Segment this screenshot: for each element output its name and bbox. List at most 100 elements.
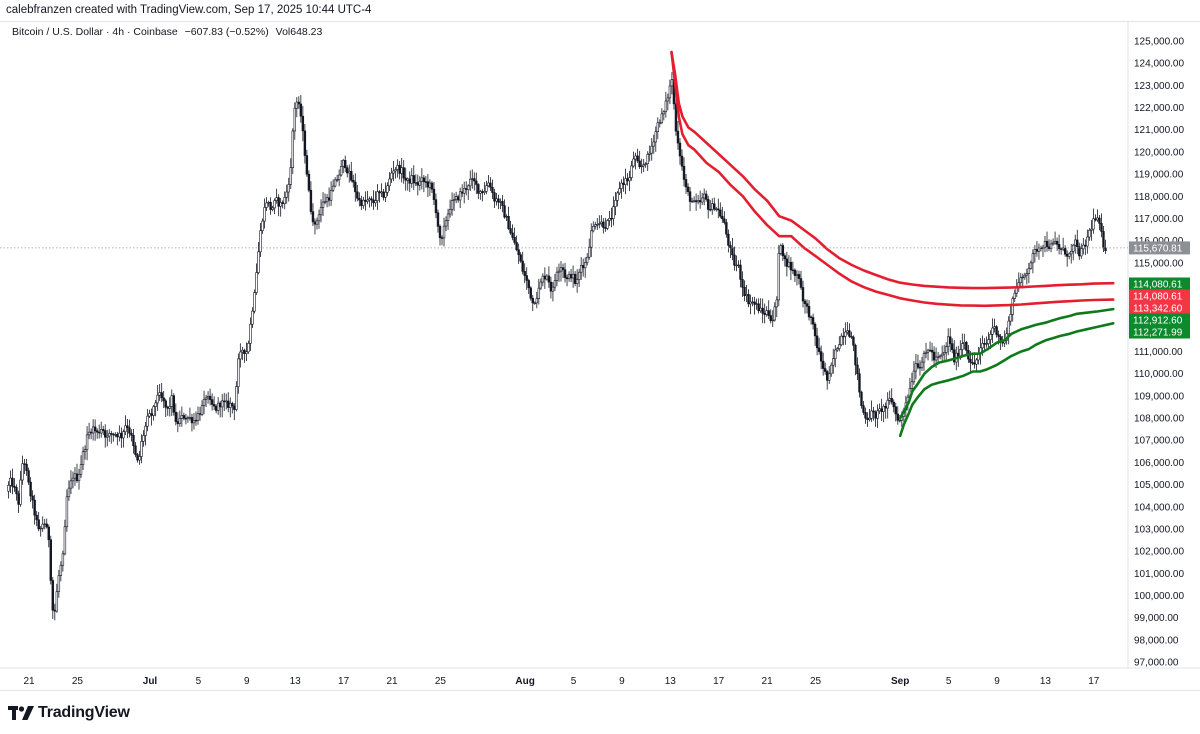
candle-body [311,211,315,223]
candle-body [35,514,38,521]
candle-body [878,408,881,412]
candle-body [1053,240,1057,244]
candle-body [614,199,617,207]
candle-body [110,433,113,435]
candle-body [618,188,621,194]
candle-body [31,495,34,501]
candle-body [924,351,928,354]
candle-body [386,185,389,193]
candle-body [400,167,403,174]
candle-body [396,164,399,170]
candle-body [1080,248,1083,257]
last-price-tag-text: 115,670.81 [1133,243,1183,254]
candle-body [438,226,442,238]
green-band-tag-text: 112,912.60 [1133,316,1183,327]
candle-body [346,167,349,174]
candle-body [1033,249,1037,254]
y-tick-label: 122,000.00 [1134,103,1184,114]
y-tick-label: 100,000.00 [1134,591,1184,602]
last-price-tag: 115,670.81 [1129,241,1190,255]
candle-body [1025,273,1029,276]
symbol-label: Bitcoin / U.S. Dollar · 4h · Coinbase [12,26,178,38]
candle-body [791,269,795,272]
candle-body [225,400,228,403]
candle-body [632,158,635,167]
candle-body [87,431,91,436]
candle-body [269,201,272,210]
candle-body [563,269,567,278]
candle-body [910,381,914,389]
candle-body [739,264,742,280]
candle-body [21,463,24,481]
candle-body [840,335,843,346]
candle-body [549,281,553,292]
candle-body [43,523,46,526]
tradingview-logo-text: TradingView [38,704,130,721]
candle-body [799,278,803,288]
candle-body [674,103,678,132]
candle-body [604,227,607,229]
chart[interactable]: 97,000.00 98,000.00 99,000.00 100,000.00 101… [0,0,1200,690]
x-tick-label: 5 [946,676,952,687]
candle-body [41,523,44,529]
candle-body [245,351,248,354]
x-tick-label: 9 [244,676,250,687]
candle-body [251,310,254,325]
candle-body [757,303,760,312]
y-tick-label: 106,000.00 [1134,458,1184,469]
candle-body [662,111,666,115]
candle-body [160,392,163,399]
candle-body [1057,244,1061,249]
candle-body [198,413,202,415]
vwap-bands [670,50,1115,438]
y-tick-label: 115,000.00 [1134,258,1184,269]
candle-body [864,412,867,419]
candle-body [255,272,258,293]
candle-body [392,170,395,174]
candle-body [259,230,262,253]
green-band-line [898,322,1115,438]
x-tick-label: Sep [891,676,909,687]
red-band-tag-bg [1129,289,1190,303]
candle-body [555,271,559,281]
candle-body [811,317,815,325]
candle-body [7,485,10,492]
candle-body [551,286,555,292]
candle-body [634,155,637,160]
tradingview-logo[interactable]: TradingView [8,703,130,723]
candle-body [174,411,178,422]
candle-body [884,406,887,409]
candle-body [108,433,111,437]
candle-body [934,356,938,361]
candle-body [571,273,575,279]
candle-body [711,203,714,211]
candle-body [39,527,42,530]
candle-body [606,220,609,229]
candle-body [511,232,514,238]
candle-body [1102,231,1105,249]
red-band-tag: 113,342.60 [1129,301,1190,315]
candle-body [1049,243,1053,249]
footer: TradingView [0,690,1200,734]
candle-body [678,142,682,157]
y-tick-label: 121,000.00 [1134,125,1184,136]
candle-body [594,224,597,227]
candle-body [918,366,922,369]
candle-body [1070,251,1073,255]
candle-body [668,85,672,99]
candle-body [961,343,964,350]
candle-body [176,421,180,424]
candle-body [378,191,381,194]
candle-body [775,299,778,308]
candle-body [440,237,444,239]
candle-body [458,191,462,201]
candle-body [684,179,688,188]
candle-body [761,307,764,314]
candle-body [658,122,662,124]
candle-body [126,425,129,429]
candle-body [969,358,972,363]
candle-body [652,141,655,147]
candle-body [547,275,551,283]
candle-body [279,202,282,207]
candle-body [586,256,589,263]
